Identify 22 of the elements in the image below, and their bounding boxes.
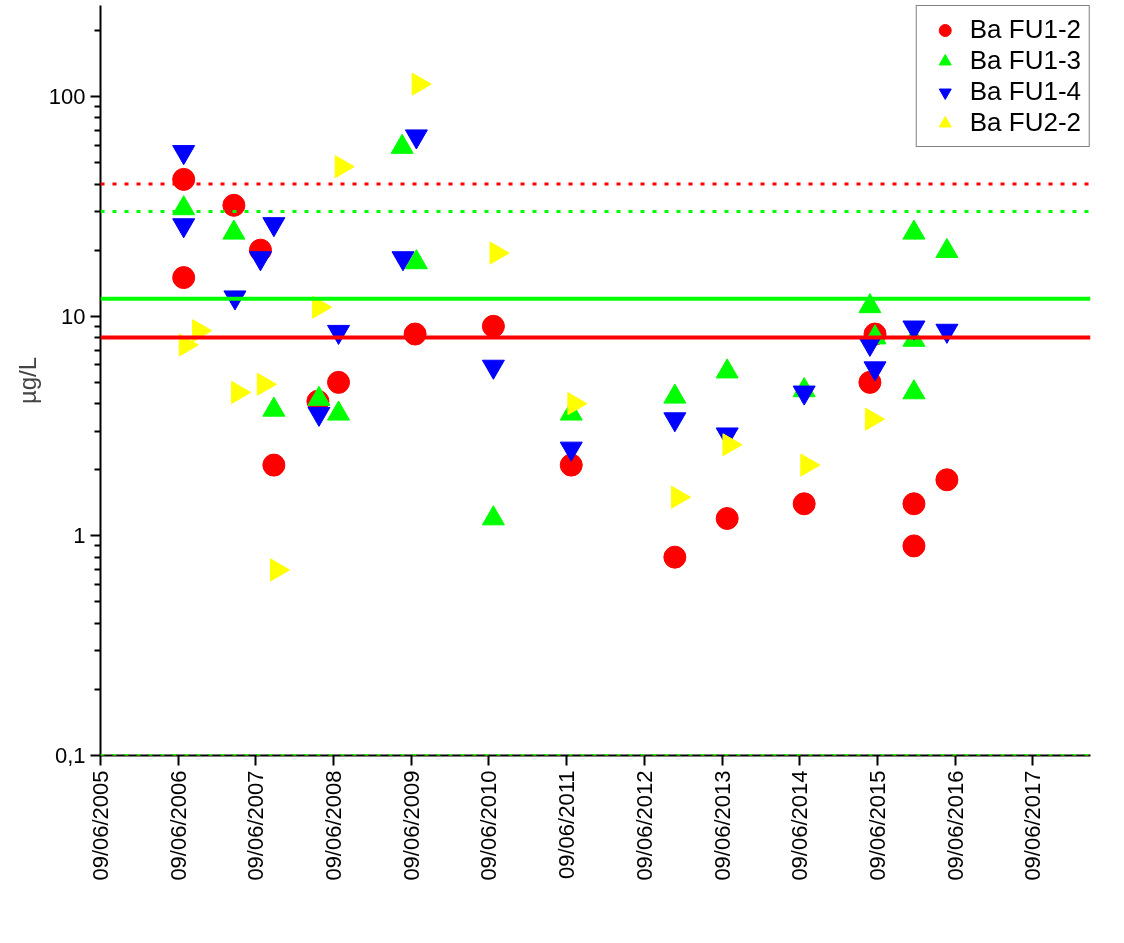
x-tick-label: 09/06/2012	[631, 770, 657, 881]
x-tick-label: 09/06/2005	[88, 770, 113, 881]
y-tick-label: 10	[61, 303, 86, 329]
x-tick-label: 09/06/2014	[787, 770, 813, 881]
x-tick-label: 09/06/2009	[398, 770, 424, 881]
legend-label: Ba FU2-2	[969, 107, 1081, 138]
x-tick-label: 09/06/2008	[321, 770, 347, 881]
y-tick-label: 0,1	[54, 743, 86, 768]
x-tick-label: 09/06/2007	[243, 770, 269, 881]
x-tick-label: 09/06/2017	[1020, 770, 1046, 881]
legend-label: Ba FU1-3	[969, 45, 1081, 76]
y-axis-title: µg/L	[13, 356, 41, 405]
x-tick-label: 09/06/2010	[476, 770, 502, 881]
y-tick-label: 100	[48, 84, 86, 110]
x-tick-label: 09/06/2016	[942, 770, 968, 881]
x-tick-label: 09/06/2006	[165, 770, 191, 881]
x-tick-label: 09/06/2011	[554, 770, 580, 879]
y-tick-label: 1	[73, 523, 86, 549]
x-tick-label: 09/06/2015	[864, 770, 890, 881]
legend-label: Ba FU1-2	[969, 14, 1081, 45]
x-tick-label: 09/06/2013	[709, 770, 735, 881]
legend-label: Ba FU1-4	[969, 76, 1081, 107]
